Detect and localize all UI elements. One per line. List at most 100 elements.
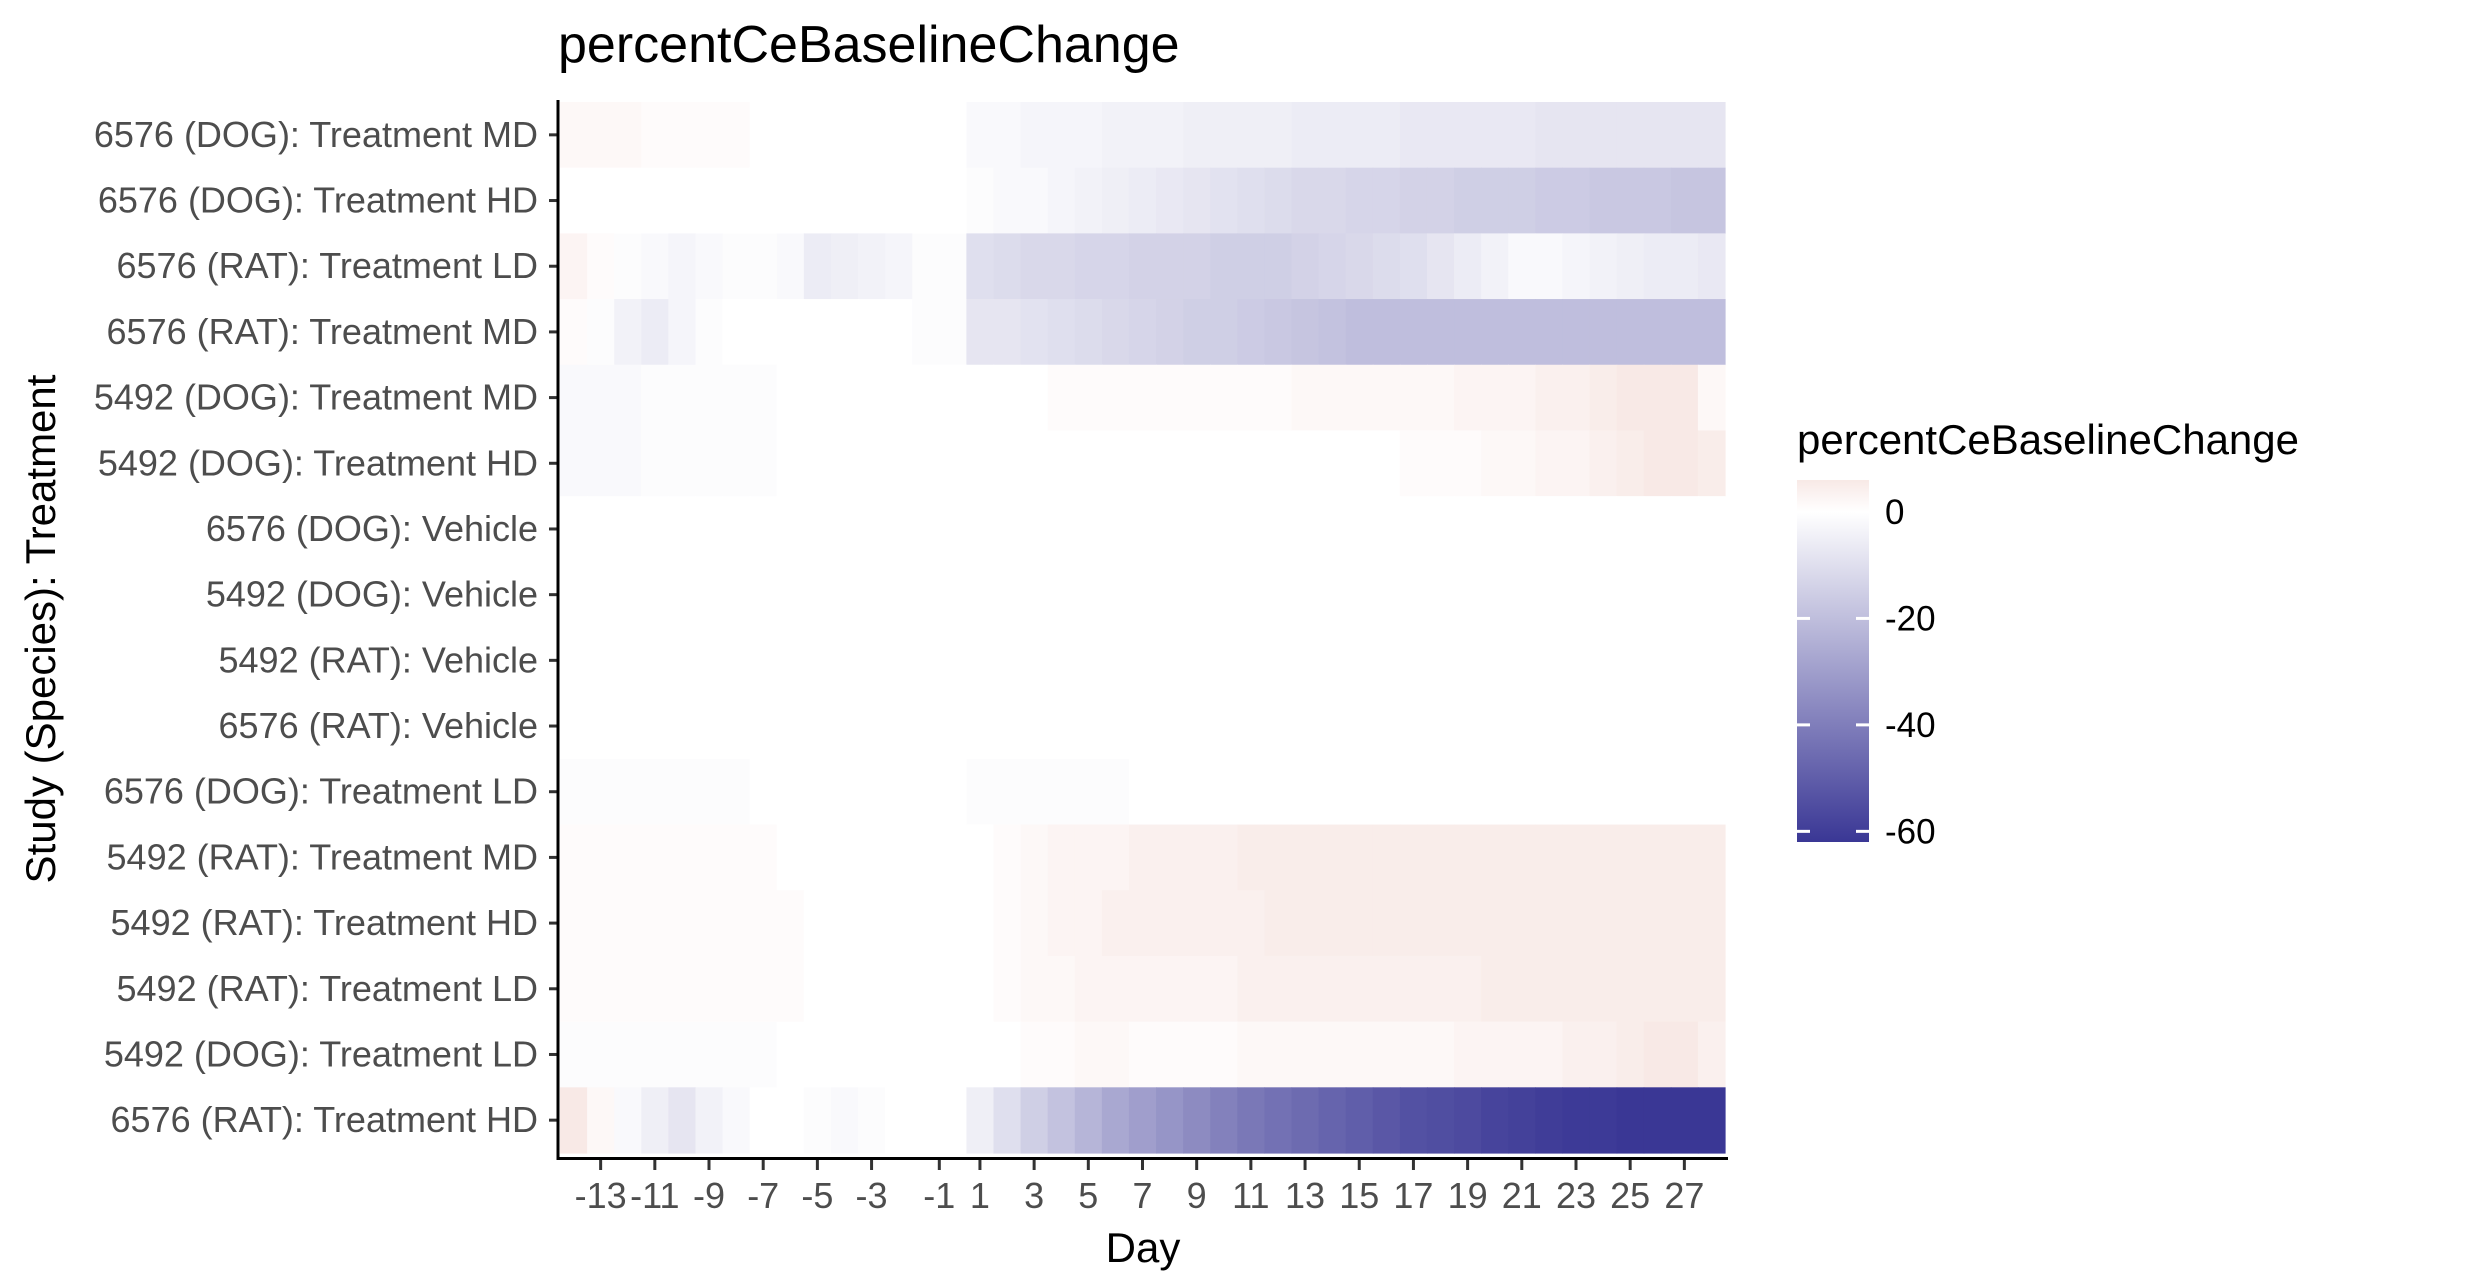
heatmap-cell bbox=[668, 561, 697, 629]
legend-color-bar bbox=[1797, 480, 1869, 842]
heatmap-cell bbox=[641, 299, 669, 366]
heatmap-cell bbox=[1074, 102, 1103, 169]
y-tick-label: 6576 (RAT): Treatment LD bbox=[117, 245, 539, 286]
heatmap-cell bbox=[668, 890, 697, 957]
heatmap-cell bbox=[695, 758, 724, 826]
heatmap-cell bbox=[1264, 890, 1293, 957]
heatmap-cell bbox=[1481, 890, 1509, 957]
heatmap-cell bbox=[966, 561, 995, 629]
heatmap-cell bbox=[1183, 955, 1211, 1023]
heatmap-cell bbox=[1047, 496, 1076, 563]
heatmap-cell bbox=[776, 496, 805, 563]
heatmap-cell bbox=[1318, 1021, 1347, 1088]
heatmap-cell bbox=[641, 167, 669, 234]
heatmap-cell bbox=[858, 430, 886, 497]
heatmap-cell bbox=[966, 824, 995, 891]
x-tick-label: 13 bbox=[1285, 1175, 1325, 1216]
heatmap-cell bbox=[1074, 167, 1103, 234]
heatmap-cell bbox=[614, 824, 642, 891]
heatmap-cell bbox=[1670, 824, 1699, 891]
heatmap-cell bbox=[803, 1021, 832, 1088]
heatmap-cell bbox=[1372, 430, 1401, 497]
heatmap-cell bbox=[1020, 299, 1049, 366]
heatmap-cell bbox=[1074, 561, 1103, 629]
heatmap-cell bbox=[749, 364, 778, 432]
heatmap-cell bbox=[993, 955, 1022, 1023]
heatmap-cell bbox=[722, 955, 751, 1023]
legend-tick-label: 0 bbox=[1885, 493, 1904, 532]
heatmap-cell bbox=[641, 1087, 669, 1154]
heatmap-cell bbox=[668, 1087, 697, 1154]
heatmap-cell bbox=[1020, 1087, 1049, 1154]
heatmap-cell bbox=[1399, 955, 1428, 1023]
heatmap-cell bbox=[1616, 561, 1645, 629]
heatmap-cell bbox=[1372, 102, 1401, 169]
heatmap-cell bbox=[1183, 364, 1211, 432]
heatmap-cell bbox=[560, 430, 588, 497]
heatmap-cell bbox=[1508, 1087, 1536, 1154]
heatmap-cell bbox=[1183, 890, 1211, 957]
heatmap-cell bbox=[1237, 824, 1266, 891]
heatmap-cell bbox=[830, 1021, 859, 1088]
heatmap-cell bbox=[1047, 627, 1076, 694]
heatmap-cell bbox=[722, 167, 751, 234]
heatmap-cell bbox=[885, 1021, 913, 1088]
heatmap-cell bbox=[1508, 890, 1536, 957]
heatmap-cell bbox=[1535, 627, 1564, 694]
y-tick-label: 6576 (RAT): Treatment HD bbox=[111, 1099, 538, 1140]
heatmap-cell bbox=[1264, 364, 1293, 432]
heatmap-cell bbox=[1562, 824, 1591, 891]
heatmap-cell bbox=[1616, 496, 1645, 563]
x-axis-title: Day bbox=[1106, 1224, 1181, 1271]
heatmap-cell bbox=[803, 496, 832, 563]
heatmap-cell bbox=[1237, 693, 1266, 760]
heatmap-cell bbox=[1562, 102, 1591, 169]
heatmap-cell bbox=[1426, 955, 1455, 1023]
heatmap-cell bbox=[1020, 496, 1049, 563]
color-legend: percentCeBaselineChange 0 -20 -40 -60 bbox=[1797, 416, 2299, 851]
heatmap-cell bbox=[1454, 955, 1482, 1023]
heatmap-cell bbox=[1508, 693, 1536, 760]
heatmap-cell bbox=[1156, 1087, 1184, 1154]
heatmap-cell bbox=[1210, 561, 1238, 629]
heatmap-cell bbox=[912, 627, 967, 694]
heatmap-cell bbox=[993, 364, 1022, 432]
heatmap-cell bbox=[966, 758, 995, 826]
x-tick-label: -13 bbox=[575, 1175, 627, 1216]
heatmap-cell bbox=[1156, 233, 1184, 300]
heatmap-cell bbox=[614, 102, 642, 169]
heatmap-cell bbox=[1047, 890, 1076, 957]
heatmap-cell bbox=[614, 299, 642, 366]
heatmap-cell bbox=[858, 1021, 886, 1088]
heatmap-cell bbox=[1074, 430, 1103, 497]
heatmap-cell bbox=[1264, 167, 1293, 234]
heatmap-cell bbox=[885, 627, 913, 694]
x-tick-label: 15 bbox=[1339, 1175, 1379, 1216]
heatmap-cell bbox=[1697, 496, 1726, 563]
heatmap-cell bbox=[749, 1087, 778, 1154]
heatmap-cell bbox=[1399, 1021, 1428, 1088]
heatmap-cell bbox=[1508, 364, 1536, 432]
heatmap-cell bbox=[1508, 167, 1536, 234]
heatmap-cell bbox=[587, 627, 615, 694]
heatmap-cell bbox=[695, 496, 724, 563]
heatmap-cell bbox=[912, 233, 967, 300]
heatmap-cell bbox=[830, 496, 859, 563]
heatmap-cell bbox=[1156, 1021, 1184, 1088]
heatmap-cell bbox=[1128, 890, 1157, 957]
heatmap-cell bbox=[641, 824, 669, 891]
heatmap-cell bbox=[966, 496, 995, 563]
heatmap-cell bbox=[1291, 233, 1320, 300]
heatmap-cell bbox=[695, 561, 724, 629]
heatmap-cell bbox=[912, 561, 967, 629]
heatmap-cell bbox=[695, 890, 724, 957]
heatmap-cell bbox=[1508, 233, 1536, 300]
x-axis-ticks: -13 -11 -9 -7 -5 -3 -1 1 3 5 7 9 11 13 15 17 19 21 23 25 27 bbox=[575, 1160, 1704, 1216]
heatmap-cell bbox=[1454, 299, 1482, 366]
heatmap-cell bbox=[1047, 299, 1076, 366]
heatmap-cell bbox=[776, 1021, 805, 1088]
heatmap-cell bbox=[1183, 693, 1211, 760]
heatmap-cell bbox=[1020, 430, 1049, 497]
heatmap-cell bbox=[1454, 758, 1482, 826]
heatmap-cell bbox=[1643, 758, 1672, 826]
